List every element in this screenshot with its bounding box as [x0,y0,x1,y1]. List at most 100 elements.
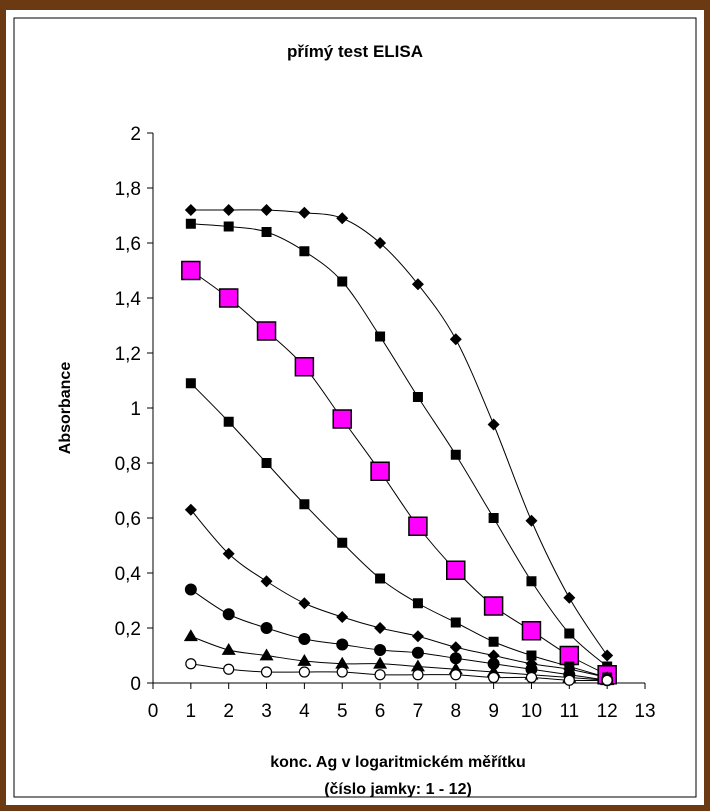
data-point-s3-4 [294,357,315,377]
data-point-s5-1 [184,503,197,516]
data-point-s4-8 [450,617,461,628]
data-point-s3-1 [181,260,201,281]
data-point-s4-10 [526,650,537,661]
y-tick-label: 1 [130,399,141,420]
y-tick-label: 0,8 [115,454,141,475]
x-tick-label: 4 [299,701,310,722]
data-point-s7-1 [183,629,198,642]
data-point-s8-3 [260,666,273,678]
data-point-s5-2 [222,547,235,560]
data-point-s2-9 [488,513,499,523]
chart-panel [13,17,697,798]
data-point-s1-3 [260,204,273,216]
x-tick-label: 5 [337,701,348,722]
y-tick-label: 0,4 [115,564,142,585]
y-tick-label: 1,6 [115,234,141,255]
data-point-s6-5 [336,638,349,651]
data-point-s3-10 [521,621,542,641]
data-point-s3-2 [218,288,239,308]
data-point-s4-4 [299,499,310,510]
data-point-s8-9 [488,671,500,684]
data-point-s6-6 [374,644,387,656]
data-point-s4-3 [261,458,272,468]
y-tick-label: 1,8 [115,179,141,200]
frame-accent-top [0,0,710,10]
data-point-s5-6 [374,622,387,634]
y-axis-label: Absorbance [57,362,74,455]
y-tick-label: 0,2 [115,619,141,640]
data-point-s3-8 [446,560,466,580]
data-point-s3-6 [370,461,390,481]
data-point-s4-6 [375,573,386,584]
x-tick-label: 0 [148,701,159,722]
data-point-s2-3 [261,227,272,237]
data-point-s3-9 [483,596,504,616]
data-point-s7-2 [221,643,236,655]
x-tick-label: 8 [450,701,461,722]
data-point-s8-11 [563,674,575,686]
x-tick-label: 7 [413,701,424,722]
data-point-s1-1 [184,204,197,216]
data-point-s8-7 [412,669,424,681]
y-tick-label: 0,6 [115,509,141,530]
data-point-s7-6 [373,656,388,669]
data-point-s4-2 [223,416,234,427]
y-tick-label: 1,4 [115,289,142,310]
data-point-s5-9 [487,649,500,662]
data-point-s2-4 [299,246,310,257]
data-point-s4-5 [337,537,348,548]
data-point-s2-7 [412,392,423,402]
data-point-s1-8 [449,333,462,346]
x-axis-label-sub: (číslo jamky: 1 - 12) [324,781,472,798]
data-point-s7-7 [410,659,425,672]
data-point-s2-6 [375,331,386,342]
data-point-s8-4 [298,666,310,678]
y-tick-label: 1,2 [115,344,141,365]
x-tick-label: 3 [261,701,272,722]
data-point-s4-9 [488,636,499,647]
data-point-s4-1 [185,378,196,389]
data-point-s1-10 [525,514,538,527]
data-point-s1-9 [487,418,500,431]
data-point-s7-5 [335,656,350,669]
data-point-s2-5 [337,276,348,287]
x-tick-label: 11 [559,701,579,722]
x-tick-label: 12 [597,701,618,722]
data-point-s6-4 [298,633,311,645]
y-tick-label: 0 [130,674,141,695]
data-point-s3-5 [332,409,352,429]
x-tick-label: 13 [634,701,655,722]
data-point-s2-1 [185,218,196,229]
data-point-s5-7 [411,630,424,643]
data-point-s1-7 [411,278,424,291]
data-point-s6-7 [411,646,424,659]
x-tick-label: 2 [223,701,234,722]
data-point-s5-3 [260,575,273,588]
axes: 00,20,40,60,811,21,41,61,820 1 2 3 4 5 6 7 8 9 10 1… [115,124,656,722]
data-point-s3-7 [408,516,428,536]
data-point-s1-4 [298,206,311,219]
data-point-s8-10 [525,671,538,684]
chart-title: přímý test ELISA [287,42,423,61]
data-point-s6-8 [449,652,462,665]
data-point-s1-5 [336,212,349,225]
x-axis-label: konc. Ag v logaritmickém měřítku [270,754,525,771]
data-point-s2-2 [223,221,234,232]
data-point-s8-1 [185,658,197,670]
data-point-s2-8 [450,449,461,460]
data-point-s8-6 [374,669,386,681]
data-point-s1-2 [222,204,235,216]
data-point-s8-5 [336,666,348,678]
data-point-s4-7 [412,598,423,609]
x-tick-label: 10 [521,701,542,722]
data-point-s6-2 [222,608,235,621]
data-point-s1-11 [563,591,576,604]
data-point-s6-3 [260,622,273,634]
data-point-s7-3 [259,648,274,661]
x-tick-label: 9 [488,701,499,722]
data-point-s2-11 [564,628,575,639]
data-point-s2-10 [526,576,537,587]
data-point-s8-2 [223,663,235,675]
